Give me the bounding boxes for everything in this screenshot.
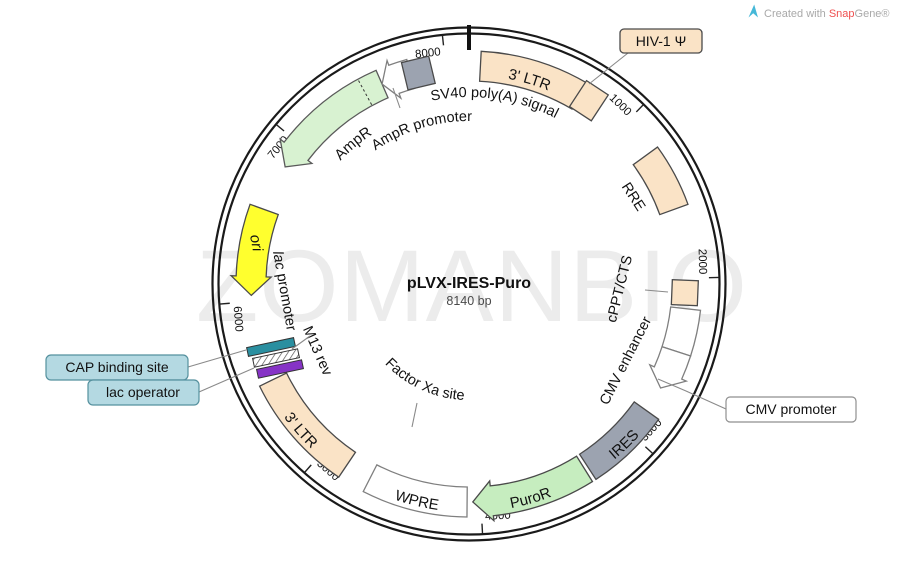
- feature-3ltr-top[interactable]: [478, 50, 589, 110]
- credit-text: Created with SnapGene®: [764, 8, 890, 20]
- feature-lac-promoter[interactable]: [251, 348, 301, 368]
- credit-brand-gene: Gene®: [855, 8, 890, 20]
- feature-3ltr-bottom[interactable]: [258, 372, 357, 479]
- feature-ampr-promoter-label: AmpR promoter: [369, 109, 472, 154]
- callout-cmv-promoter-label: CMV promoter: [745, 401, 836, 417]
- credit-created-with: Created with: [764, 8, 829, 20]
- label-factor-xa-site-label: Factor Xa site: [382, 355, 465, 404]
- feature-ori[interactable]: [229, 203, 280, 297]
- credit-brand-snap: Snap: [829, 8, 855, 20]
- tick-5000: [304, 464, 312, 473]
- callout-hiv1-psi[interactable]: HIV-1 Ψ: [619, 28, 703, 54]
- feature-sv40-polya-signal[interactable]: [400, 55, 437, 91]
- callout-cmv-promoter[interactable]: CMV promoter: [725, 396, 857, 423]
- callout-line-hiv1-psi: [588, 52, 629, 85]
- feature-ires[interactable]: [578, 400, 660, 481]
- callout-hiv1-psi-label: HIV-1 Ψ: [636, 33, 687, 49]
- feature-puror[interactable]: [471, 455, 594, 523]
- feature-cppt-cts[interactable]: [670, 278, 699, 307]
- tick-7000: [275, 124, 285, 132]
- snapgene-logo-icon: [748, 4, 758, 18]
- plasmid-name: pLVX-IRES-Puro: [407, 275, 531, 292]
- feature-hiv1-psi[interactable]: [568, 79, 610, 122]
- tick-label-6000: 6000: [231, 306, 245, 332]
- callout-hiv1-psi-box[interactable]: [619, 28, 703, 54]
- tick-3000: [644, 446, 654, 455]
- callout-lac-operator[interactable]: lac operator: [87, 379, 200, 406]
- watermark-text: ZOMANBIO: [196, 229, 748, 343]
- callout-line-cap-binding-site: [187, 349, 247, 368]
- callout-cap-binding-site[interactable]: CAP binding site: [45, 354, 189, 381]
- callout-line-lac-operator: [198, 367, 255, 393]
- tick-8000: [441, 35, 445, 46]
- callout-lac-operator-box[interactable]: [87, 379, 200, 406]
- callout-cmv-promoter-box[interactable]: [725, 396, 857, 423]
- feature-ampr[interactable]: [279, 69, 389, 168]
- callout-lac-operator-label: lac operator: [106, 384, 180, 400]
- feature-lac-operator[interactable]: [255, 359, 305, 379]
- tick-label-1000: 1000: [607, 92, 634, 118]
- snapgene-credit: Created with SnapGene®: [748, 4, 890, 20]
- plasmid-size: 8140 bp: [446, 294, 491, 308]
- feature-wpre[interactable]: [362, 463, 468, 518]
- pointer-line-ampr-promoter: [392, 87, 401, 109]
- tick-label-2000: 2000: [696, 249, 709, 275]
- feature-rre-label: RRE: [618, 180, 648, 215]
- callout-line-cmv-promoter: [657, 378, 727, 410]
- tick-4000: [481, 523, 484, 534]
- tick-1000: [635, 104, 644, 113]
- feature-cap-binding-site[interactable]: [245, 337, 297, 357]
- tick-6000: [219, 302, 230, 305]
- feature-ori-label: ori: [246, 233, 266, 253]
- feature-cmv-promoter[interactable]: [648, 345, 692, 389]
- callout-cap-binding-site-label: CAP binding site: [65, 359, 168, 375]
- pointer-line-cppt-cts: [644, 289, 669, 293]
- pointer-line-m13-rev: [291, 335, 311, 350]
- feature-rre[interactable]: [632, 146, 689, 216]
- pointer-line-factor-xa: [411, 402, 418, 428]
